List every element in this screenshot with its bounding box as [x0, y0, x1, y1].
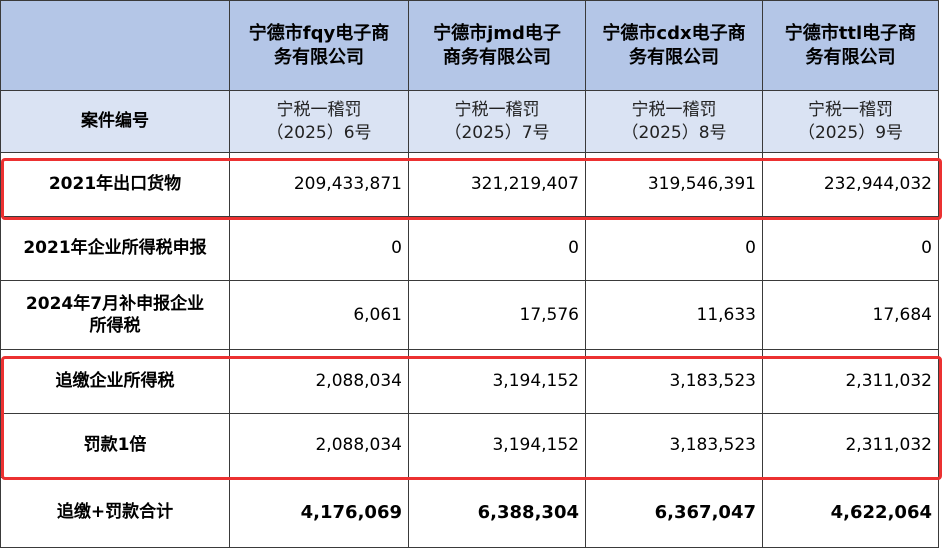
- value-cell: 17,576: [408, 280, 586, 350]
- corner-cell: [0, 0, 230, 91]
- total-value-cell: 4,622,064: [762, 477, 939, 548]
- company-header-3: 宁德市cdx电子商 务有限公司: [585, 0, 763, 91]
- value-cell: 0: [762, 216, 939, 281]
- export-2021-row: 2021年出口货物 209,433,871 321,219,407 319,54…: [0, 152, 939, 217]
- case-number-line2: （2025）6号: [266, 122, 372, 143]
- case-number-line2: （2025）9号: [797, 122, 904, 143]
- case-number-line1: 宁税一稽罚: [808, 100, 893, 121]
- value-cell: 2,088,034: [229, 349, 409, 414]
- company-name-line1: 宁德市ttl电子商: [784, 23, 917, 45]
- company-name-line1: 宁德市cdx电子商: [602, 23, 746, 45]
- row-label: 2024年7月补申报企业 所得税: [0, 280, 230, 350]
- supplement-2024-row: 2024年7月补申报企业 所得税 6,061 17,576 11,633 17,…: [0, 280, 939, 350]
- row-label: 罚款1倍: [0, 413, 230, 478]
- value-cell: 3,183,523: [585, 413, 763, 478]
- value-cell: 3,183,523: [585, 349, 763, 414]
- case-number-line2: （2025）7号: [444, 122, 550, 143]
- total-value-cell: 6,367,047: [585, 477, 763, 548]
- company-header-1: 宁德市fqy电子商 务有限公司: [229, 0, 409, 91]
- header-row: 宁德市fqy电子商 务有限公司 宁德市jmd电子 商务有限公司 宁德市cdx电子…: [0, 0, 939, 91]
- total-row: 追缴+罚款合计 4,176,069 6,388,304 6,367,047 4,…: [0, 477, 939, 548]
- value-cell: 17,684: [762, 280, 939, 350]
- value-cell: 3,194,152: [408, 413, 586, 478]
- value-cell: 232,944,032: [762, 152, 939, 217]
- company-name-line2: 商务有限公司: [443, 46, 551, 68]
- value-cell: 209,433,871: [229, 152, 409, 217]
- company-name-line1: 宁德市jmd电子: [433, 23, 561, 45]
- value-cell: 3,194,152: [408, 349, 586, 414]
- total-value-cell: 6,388,304: [408, 477, 586, 548]
- row-label-line2: 所得税: [89, 316, 141, 336]
- penalty-row: 罚款1倍 2,088,034 3,194,152 3,183,523 2,311…: [0, 413, 939, 478]
- cit-2021-row: 2021年企业所得税申报 0 0 0 0: [0, 216, 939, 281]
- case-number-cell: 宁税一稽罚 （2025）6号: [229, 90, 409, 153]
- case-number-line2: （2025）8号: [621, 122, 727, 143]
- row-label: 2021年出口货物: [0, 152, 230, 217]
- case-number-line1: 宁税一稽罚: [454, 100, 540, 121]
- value-cell: 11,633: [585, 280, 763, 350]
- row-label: 案件编号: [0, 90, 230, 153]
- value-cell: 0: [408, 216, 586, 281]
- company-name-line2: 务有限公司: [805, 46, 896, 68]
- row-label: 2021年企业所得税申报: [0, 216, 230, 281]
- case-number-cell: 宁税一稽罚 （2025）9号: [762, 90, 939, 153]
- company-name-line2: 务有限公司: [274, 46, 364, 68]
- value-cell: 6,061: [229, 280, 409, 350]
- value-cell: 319,546,391: [585, 152, 763, 217]
- case-number-line1: 宁税一稽罚: [276, 100, 362, 121]
- value-cell: 2,311,032: [762, 349, 939, 414]
- value-cell: 0: [585, 216, 763, 281]
- case-number-cell: 宁税一稽罚 （2025）7号: [408, 90, 586, 153]
- back-tax-row: 追缴企业所得税 2,088,034 3,194,152 3,183,523 2,…: [0, 349, 939, 414]
- company-name-line1: 宁德市fqy电子商: [248, 23, 390, 45]
- value-cell: 2,311,032: [762, 413, 939, 478]
- company-name-line2: 务有限公司: [629, 46, 719, 68]
- value-cell: 321,219,407: [408, 152, 586, 217]
- case-number-cell: 宁税一稽罚 （2025）8号: [585, 90, 763, 153]
- company-header-2: 宁德市jmd电子 商务有限公司: [408, 0, 586, 91]
- row-label: 追缴+罚款合计: [0, 477, 230, 548]
- case-number-line1: 宁税一稽罚: [631, 100, 717, 121]
- value-cell: 0: [229, 216, 409, 281]
- company-header-4: 宁德市ttl电子商 务有限公司: [762, 0, 939, 91]
- case-number-row: 案件编号 宁税一稽罚 （2025）6号 宁税一稽罚 （2025）7号 宁税一稽罚…: [0, 90, 939, 153]
- row-label: 追缴企业所得税: [0, 349, 230, 414]
- total-value-cell: 4,176,069: [229, 477, 409, 548]
- value-cell: 2,088,034: [229, 413, 409, 478]
- row-label-line1: 2024年7月补申报企业: [25, 293, 205, 314]
